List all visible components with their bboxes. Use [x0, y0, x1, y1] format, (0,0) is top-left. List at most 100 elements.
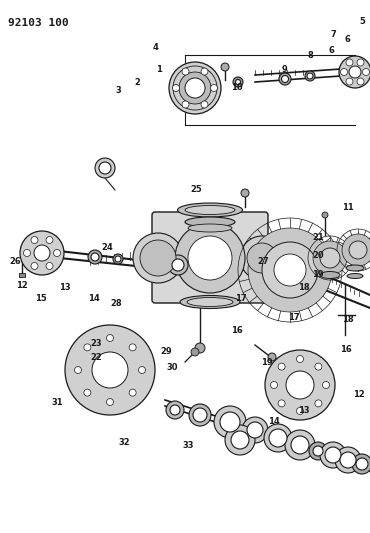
Text: 18: 18 — [342, 316, 354, 324]
Circle shape — [340, 452, 356, 468]
Circle shape — [168, 255, 188, 275]
Circle shape — [214, 406, 246, 438]
Text: 16: 16 — [340, 345, 352, 353]
FancyBboxPatch shape — [152, 212, 268, 303]
Circle shape — [20, 231, 64, 275]
Circle shape — [315, 400, 322, 407]
Circle shape — [262, 242, 318, 298]
Circle shape — [138, 367, 145, 374]
Circle shape — [129, 344, 136, 351]
Text: 7: 7 — [330, 30, 336, 39]
Text: 13: 13 — [297, 406, 309, 415]
Circle shape — [346, 78, 353, 85]
Circle shape — [91, 253, 99, 261]
Circle shape — [339, 56, 370, 88]
Text: 19: 19 — [312, 270, 324, 279]
Circle shape — [172, 85, 179, 92]
Circle shape — [225, 425, 255, 455]
Text: 14: 14 — [268, 417, 280, 425]
Text: 28: 28 — [111, 300, 122, 308]
Bar — [19, 273, 25, 277]
Circle shape — [113, 254, 123, 264]
Circle shape — [140, 240, 176, 276]
Ellipse shape — [347, 273, 363, 279]
Circle shape — [265, 350, 335, 420]
Ellipse shape — [320, 271, 340, 279]
Circle shape — [201, 68, 208, 75]
Circle shape — [221, 63, 229, 71]
Circle shape — [241, 189, 249, 197]
Circle shape — [172, 259, 184, 271]
Circle shape — [107, 399, 114, 406]
Circle shape — [231, 431, 249, 449]
Circle shape — [185, 78, 205, 98]
Text: 26: 26 — [9, 257, 21, 265]
Circle shape — [349, 66, 361, 78]
Text: 25: 25 — [190, 185, 202, 193]
Circle shape — [175, 223, 245, 293]
Circle shape — [189, 404, 211, 426]
Text: 12: 12 — [16, 281, 28, 289]
Circle shape — [335, 447, 361, 473]
Circle shape — [24, 249, 30, 256]
Circle shape — [31, 237, 38, 244]
Text: 13: 13 — [59, 284, 71, 292]
Circle shape — [269, 429, 287, 447]
Circle shape — [46, 262, 53, 270]
Ellipse shape — [180, 295, 240, 309]
Circle shape — [193, 408, 207, 422]
Text: 11: 11 — [342, 204, 354, 212]
Circle shape — [296, 408, 303, 415]
Ellipse shape — [346, 265, 364, 271]
Circle shape — [84, 389, 91, 396]
Ellipse shape — [185, 206, 235, 214]
Text: 18: 18 — [297, 284, 309, 292]
Circle shape — [129, 389, 136, 396]
Text: 19: 19 — [260, 358, 272, 367]
Circle shape — [182, 68, 189, 75]
Circle shape — [270, 382, 278, 389]
Text: 4: 4 — [152, 44, 158, 52]
Text: 1: 1 — [156, 65, 162, 74]
Circle shape — [179, 72, 211, 104]
Text: 30: 30 — [166, 364, 178, 372]
Text: 29: 29 — [161, 348, 172, 356]
Text: 31: 31 — [51, 398, 63, 407]
Circle shape — [133, 233, 183, 283]
Circle shape — [169, 62, 221, 114]
Circle shape — [264, 424, 292, 452]
Circle shape — [274, 254, 306, 286]
Circle shape — [95, 158, 115, 178]
Circle shape — [46, 237, 53, 244]
Circle shape — [188, 236, 232, 280]
Text: 23: 23 — [90, 340, 102, 348]
Text: 6: 6 — [345, 36, 351, 44]
Circle shape — [320, 248, 340, 268]
Circle shape — [182, 101, 189, 108]
Text: 10: 10 — [231, 84, 243, 92]
Circle shape — [233, 77, 243, 87]
Circle shape — [235, 79, 240, 85]
Circle shape — [34, 245, 50, 261]
Circle shape — [170, 405, 180, 415]
Circle shape — [323, 382, 330, 389]
Text: 6: 6 — [328, 46, 334, 55]
Circle shape — [74, 367, 81, 374]
Circle shape — [107, 335, 114, 342]
Circle shape — [115, 256, 121, 262]
Circle shape — [220, 412, 240, 432]
Circle shape — [191, 348, 199, 356]
Circle shape — [342, 234, 370, 266]
Circle shape — [315, 363, 322, 370]
Circle shape — [352, 454, 370, 474]
Text: 22: 22 — [90, 353, 102, 361]
Text: 12: 12 — [353, 390, 365, 399]
Circle shape — [248, 228, 332, 312]
Text: 21: 21 — [312, 233, 324, 241]
Circle shape — [84, 344, 91, 351]
Circle shape — [88, 250, 102, 264]
Circle shape — [92, 352, 128, 388]
Circle shape — [99, 162, 111, 174]
Text: 32: 32 — [118, 438, 130, 447]
Circle shape — [201, 101, 208, 108]
